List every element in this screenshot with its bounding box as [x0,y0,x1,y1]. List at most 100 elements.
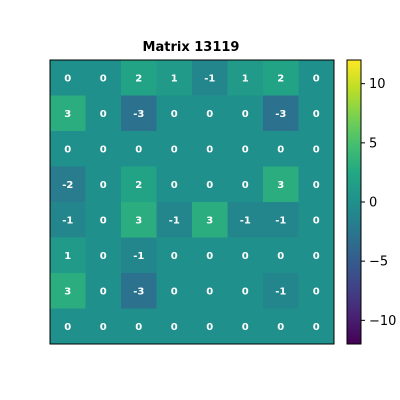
heatmap-cell [50,202,86,238]
heatmap-cell-label: 0 [171,286,178,297]
heatmap-cell [85,308,122,345]
heatmap-cell-label: 0 [313,215,320,226]
heatmap-cell-label: 0 [242,180,249,191]
heatmap-cell-label: -1 [275,286,286,297]
heatmap-cell [263,95,299,132]
heatmap-cell [156,202,193,238]
heatmap-cell [298,60,335,96]
heatmap-cell [156,60,193,96]
heatmap-cell-label: 0 [313,286,320,297]
heatmap-cell [156,308,193,345]
heatmap-cell-label: 0 [100,251,107,262]
heatmap-cell-label: 0 [242,286,249,297]
heatmap-cell [227,166,264,203]
heatmap-cell [156,95,193,132]
heatmap-cell [85,95,122,132]
heatmap-cell-label: 0 [242,144,249,155]
heatmap-cell [85,237,122,274]
heatmap-cell [121,202,157,238]
heatmap-cell [192,273,228,309]
heatmap-cell-label: -1 [133,251,144,262]
heatmap-cell-label: 0 [100,144,107,155]
heatmap-cell [85,202,122,238]
heatmap-cell [263,237,299,274]
heatmap-cell-label: 0 [135,322,142,333]
heatmap-cell-label: 0 [171,251,178,262]
heatmap-cell [298,237,335,274]
heatmap-cell [50,308,86,345]
heatmap-cell [298,166,335,203]
heatmap-cell-label: 0 [100,286,107,297]
colorbar-ticks: −10 −5 0 5 10 [361,77,396,329]
heatmap-cell [227,308,264,345]
heatmap-cell-label: 2 [277,73,284,84]
heatmap-cell [85,166,122,203]
heatmap-cell-label: 0 [313,144,320,155]
heatmap-cell-label: 0 [242,322,249,333]
heatmap-cell-label: 0 [171,109,178,120]
heatmap-cell-label: 1 [242,73,249,84]
heatmap-cell [156,237,193,274]
heatmap-cell [227,131,264,167]
colorbar: −10 −5 0 5 10 [346,59,396,345]
heatmap-cell [298,95,335,132]
heatmap-cell-label: -1 [169,215,180,226]
colorbar-tick-label: −5 [369,255,388,270]
heatmap-cell-label: 3 [277,180,284,191]
heatmap-cell-label: -1 [62,215,73,226]
heatmap-cell-label: 0 [313,73,320,84]
heatmap-cell-label: 0 [64,144,71,155]
heatmap-cell-label: 0 [64,73,71,84]
heatmap-cell [227,202,264,238]
heatmap-cell [192,202,228,238]
heatmap-frame [49,59,335,345]
heatmap-cell [192,237,228,274]
heatmap-cell-label: 0 [100,322,107,333]
heatmap-cell [156,273,193,309]
colorbar-tick-label: 10 [369,77,386,92]
heatmap-cell [263,273,299,309]
heatmap-cell-label: 0 [100,180,107,191]
heatmap-cell-label: 3 [64,286,71,297]
heatmap-cell-label: 0 [206,180,213,191]
heatmap-cell-label: 0 [313,180,320,191]
heatmap-cell [227,237,264,274]
heatmap-cell [298,131,335,167]
heatmap-cell-label: 0 [100,109,107,120]
heatmap-cell [85,60,122,96]
heatmap-cell-label: 0 [135,144,142,155]
heatmap-cell [227,95,264,132]
heatmap-cell [263,166,299,203]
heatmap-cell [298,202,335,238]
heatmap-cell [192,131,228,167]
heatmap-cell [263,308,299,345]
chart-title: Matrix 13119 [143,40,240,55]
heatmap-cell-label: 1 [171,73,178,84]
heatmap-cell-label: 3 [206,215,213,226]
heatmap-cell-label: 0 [100,215,107,226]
heatmap-cell [156,166,193,203]
heatmap-cell-labels: 0 0 2 1 -1 1 2 0 3 0 -3 0 0 0 -3 0 0 0 0 0 0 0 0 0 -2 0 2 0 0 0 3 0 -1 0 3… [62,73,320,333]
heatmap-cell-label: -1 [240,215,251,226]
heatmap-cell-label: 0 [277,251,284,262]
heatmap-cell [227,60,264,96]
heatmap-cell-label: 0 [171,144,178,155]
colorbar-tick-label: 0 [369,196,377,211]
heatmap-cell [121,273,157,309]
heatmap-cell-label: 2 [135,180,142,191]
heatmap-cell [298,273,335,309]
heatmap-cell-label: 0 [206,144,213,155]
heatmap-cell [192,308,228,345]
heatmap-cell [50,166,86,203]
heatmap-cell [50,95,86,132]
colorbar-tick-label: −10 [369,314,396,329]
heatmap-cell [50,131,86,167]
heatmap-cell [156,131,193,167]
heatmap-cell-label: 0 [313,109,320,120]
heatmap-cell [50,60,86,96]
heatmap-cell-label: 0 [100,73,107,84]
heatmap-cell [121,95,157,132]
heatmap-cell-label: 1 [64,251,71,262]
heatmap-cell-label: 0 [242,109,249,120]
